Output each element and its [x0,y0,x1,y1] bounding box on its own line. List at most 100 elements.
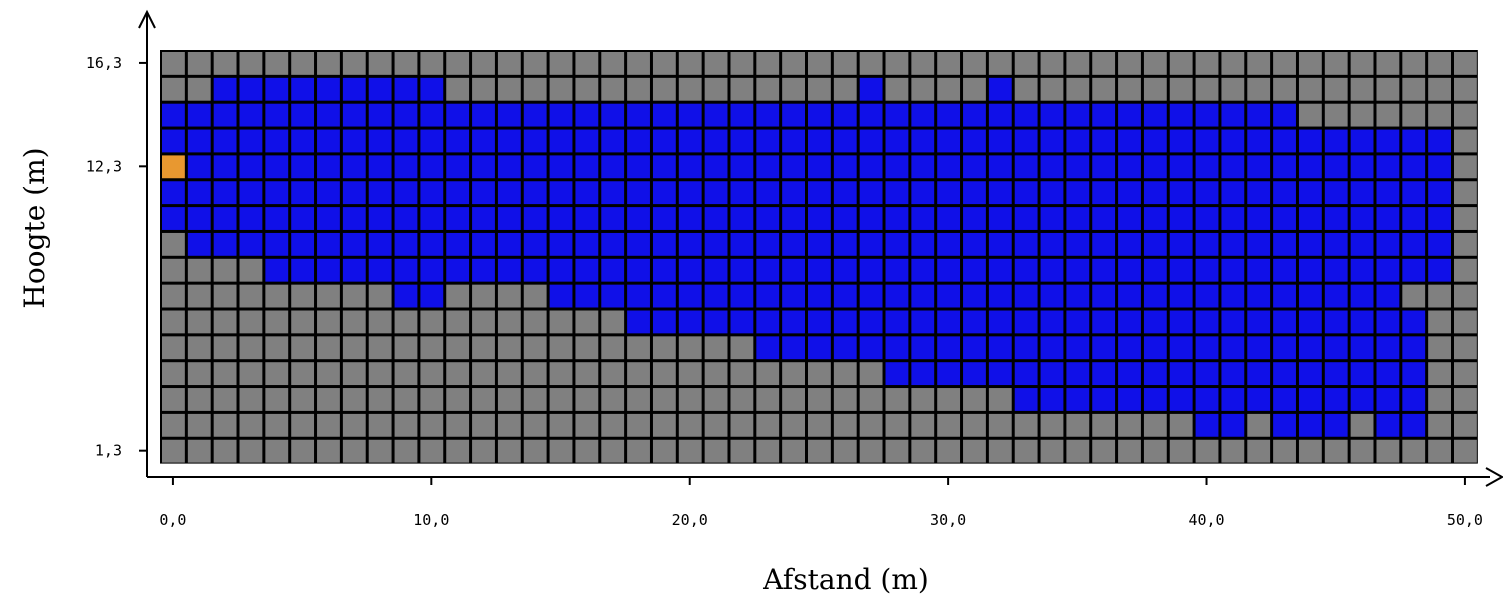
heatmap-cell [394,284,418,308]
heatmap-cell [756,181,780,205]
heatmap-cell [342,52,366,75]
heatmap-cell [911,362,935,386]
heatmap-cell [162,155,185,179]
heatmap-cell [1221,103,1245,127]
heatmap-cell [885,413,909,437]
heatmap-cell [1118,310,1141,334]
heatmap-cell [472,439,495,463]
heatmap-cell [368,155,392,179]
heatmap-cell [1040,77,1064,101]
heatmap-cell [342,388,366,411]
heatmap-cell [420,362,444,386]
heatmap-cell [1454,388,1477,411]
heatmap-cell [291,258,315,282]
heatmap-cell [1143,258,1167,282]
heatmap-cell [1350,310,1374,334]
heatmap-cell [1273,336,1296,360]
heatmap-cell [808,310,831,334]
heatmap-cell [1040,232,1064,256]
heatmap-cell [1221,284,1245,308]
heatmap-cell [162,439,185,463]
x-tick-label: 40,0 [1188,511,1224,529]
heatmap-cell [342,129,366,153]
heatmap-cell [652,155,676,179]
heatmap-cell [342,77,366,101]
heatmap-cell [601,439,625,463]
heatmap-cell [937,362,961,386]
heatmap-cell [601,155,625,179]
heatmap-cell [1247,439,1271,463]
heatmap-cell [575,258,599,282]
heatmap-cell [1350,207,1374,230]
heatmap-cell [652,232,676,256]
heatmap-cell [213,181,237,205]
heatmap-cell [627,77,650,101]
heatmap-cell [368,439,392,463]
heatmap-cell [988,413,1012,437]
heatmap-cell [523,103,547,127]
heatmap-cell [1402,103,1426,127]
heatmap-cell [394,336,418,360]
heatmap-cell [627,207,650,230]
heatmap-cell [678,129,702,153]
heatmap-cell [187,52,211,75]
heatmap-cell [1402,258,1426,282]
heatmap-cell [239,258,263,282]
heatmap-cell [342,181,366,205]
heatmap-cell [1092,207,1116,230]
heatmap-cell [1350,77,1374,101]
heatmap-cell [1298,284,1322,308]
heatmap-cell [1066,232,1090,256]
heatmap-cell [730,52,754,75]
heatmap-cell [730,336,754,360]
heatmap-cell [1169,336,1193,360]
heatmap-cell [1169,232,1193,256]
heatmap-cell [1066,310,1090,334]
heatmap-cell [678,258,702,282]
heatmap-cell [162,52,185,75]
heatmap-cell [704,310,728,334]
heatmap-cell [497,310,521,334]
heatmap-cell [265,129,289,153]
heatmap-cell [1143,155,1167,179]
heatmap-cell [833,232,857,256]
heatmap-cell [1066,181,1090,205]
heatmap-cell [265,258,289,282]
heatmap-cell [213,103,237,127]
heatmap-cell [859,284,883,308]
heatmap-cell [291,413,315,437]
heatmap-cell [1143,284,1167,308]
heatmap-cell [988,77,1012,101]
heatmap-cell [988,181,1012,205]
heatmap-cell [472,77,495,101]
heatmap-cell [187,413,211,437]
heatmap-cell [317,129,340,153]
heatmap-cell [911,439,935,463]
x-tick-label: 30,0 [930,511,966,529]
heatmap-cell [988,439,1012,463]
heatmap-cell [885,258,909,282]
heatmap-cell [394,207,418,230]
heatmap-cell [988,336,1012,360]
heatmap-cell [1221,129,1245,153]
heatmap-cell [704,284,728,308]
heatmap-cell [704,362,728,386]
heatmap-cell [1066,336,1090,360]
heatmap-cell [833,155,857,179]
heatmap-cell [627,232,650,256]
heatmap-cell [782,284,805,308]
heatmap-cell [1066,77,1090,101]
heatmap-cell [782,155,805,179]
heatmap-cell [368,284,392,308]
heatmap-cell [1273,207,1296,230]
heatmap-cell [1040,129,1064,153]
heatmap-cell [627,413,650,437]
heatmap-cell [291,336,315,360]
heatmap-cell [704,77,728,101]
heatmap-cell [575,103,599,127]
heatmap-cell [1454,129,1477,153]
heatmap-cell [808,77,831,101]
heatmap-cell [833,413,857,437]
heatmap-cell [1040,103,1064,127]
heatmap-cell [187,336,211,360]
